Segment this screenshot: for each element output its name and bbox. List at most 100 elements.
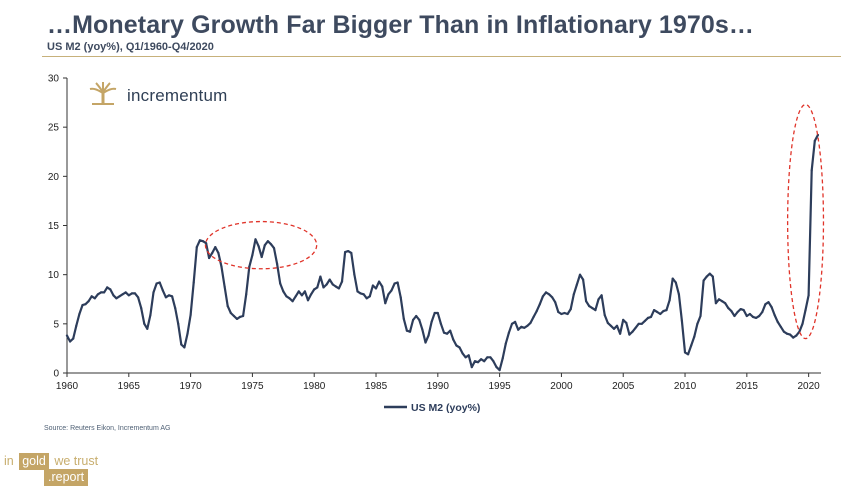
data-point xyxy=(130,292,133,295)
data-point xyxy=(665,309,668,312)
data-point xyxy=(174,307,177,310)
data-point xyxy=(659,312,662,316)
x-tick-label: 1975 xyxy=(241,381,264,392)
data-point xyxy=(631,330,634,333)
data-point xyxy=(424,341,427,344)
data-point xyxy=(455,344,458,347)
data-point xyxy=(393,282,396,285)
data-point xyxy=(183,346,186,349)
data-point xyxy=(371,284,374,287)
data-point xyxy=(755,316,758,319)
data-point xyxy=(310,293,313,296)
brand-word-we-trust: we trust xyxy=(54,454,99,468)
data-point xyxy=(254,238,257,241)
data-point xyxy=(279,282,282,285)
chart-title: …Monetary Growth Far Bigger Than in Infl… xyxy=(47,11,755,39)
data-point xyxy=(245,293,248,296)
data-point xyxy=(745,314,748,318)
data-point xyxy=(785,332,789,335)
data-point xyxy=(115,297,118,300)
data-point xyxy=(600,294,603,297)
data-point xyxy=(529,321,532,324)
data-point xyxy=(436,311,439,315)
data-point xyxy=(792,336,795,339)
data-point xyxy=(337,287,340,290)
data-point xyxy=(291,300,294,303)
data-point xyxy=(742,309,745,312)
data-point xyxy=(285,295,288,298)
data-point xyxy=(427,334,430,337)
x-tick-label: 2000 xyxy=(550,381,573,392)
legend-label: US M2 (yoy%) xyxy=(411,402,480,414)
data-point xyxy=(177,322,180,325)
title-divider xyxy=(42,56,841,57)
data-point xyxy=(201,240,205,243)
data-point xyxy=(492,360,495,363)
data-point xyxy=(483,360,486,363)
data-point xyxy=(557,310,560,314)
data-point xyxy=(362,293,365,296)
data-point xyxy=(554,301,557,304)
incrementum-logo-text: incrementum xyxy=(127,86,228,105)
data-point xyxy=(486,356,489,359)
data-point xyxy=(171,295,174,298)
data-point xyxy=(387,293,390,296)
data-point xyxy=(433,311,436,315)
data-point xyxy=(217,251,220,255)
data-point xyxy=(572,293,575,296)
data-point xyxy=(106,286,109,289)
data-point xyxy=(211,251,214,255)
data-point xyxy=(507,331,510,334)
data-point xyxy=(112,294,115,297)
chart-subtitle: US M2 (yoy%), Q1/1960-Q4/2020 xyxy=(47,41,214,53)
data-point xyxy=(653,309,656,312)
data-point xyxy=(495,366,498,369)
x-tick-label: 2020 xyxy=(798,381,821,392)
data-point xyxy=(449,329,452,332)
data-point xyxy=(727,307,730,310)
data-point xyxy=(782,330,786,333)
data-point xyxy=(751,315,755,318)
data-point xyxy=(158,281,161,284)
data-point xyxy=(452,338,455,341)
data-point xyxy=(405,329,408,332)
data-point xyxy=(804,309,807,312)
highlight-ellipse-1 xyxy=(204,220,318,270)
data-point xyxy=(214,246,217,249)
data-point xyxy=(439,322,442,325)
data-point xyxy=(603,313,606,317)
data-point xyxy=(773,313,776,317)
data-point xyxy=(347,250,350,253)
data-point xyxy=(510,322,514,325)
data-point xyxy=(402,317,405,320)
data-point xyxy=(458,346,461,349)
data-point xyxy=(390,289,393,292)
data-point xyxy=(690,344,693,347)
data-point xyxy=(671,277,674,280)
data-point xyxy=(205,242,208,245)
data-point xyxy=(615,324,619,327)
data-point xyxy=(266,240,269,243)
data-point xyxy=(696,322,699,325)
data-point xyxy=(649,315,653,318)
data-point xyxy=(319,275,322,278)
data-point xyxy=(730,310,733,313)
data-point xyxy=(146,327,149,330)
data-point xyxy=(260,255,263,259)
x-tick-label: 2015 xyxy=(736,381,759,392)
data-point xyxy=(90,295,93,298)
data-point xyxy=(232,314,235,318)
data-point xyxy=(167,294,171,297)
data-point xyxy=(412,318,415,321)
x-tick-label: 2010 xyxy=(674,381,697,392)
data-point xyxy=(464,356,467,359)
data-point xyxy=(155,282,158,285)
data-point xyxy=(99,291,103,294)
data-point xyxy=(548,293,551,296)
data-point xyxy=(585,300,588,303)
data-point xyxy=(588,305,591,308)
y-tick-label: 30 xyxy=(48,74,60,85)
data-point xyxy=(789,333,792,336)
data-point xyxy=(498,369,501,372)
data-point xyxy=(384,302,387,305)
